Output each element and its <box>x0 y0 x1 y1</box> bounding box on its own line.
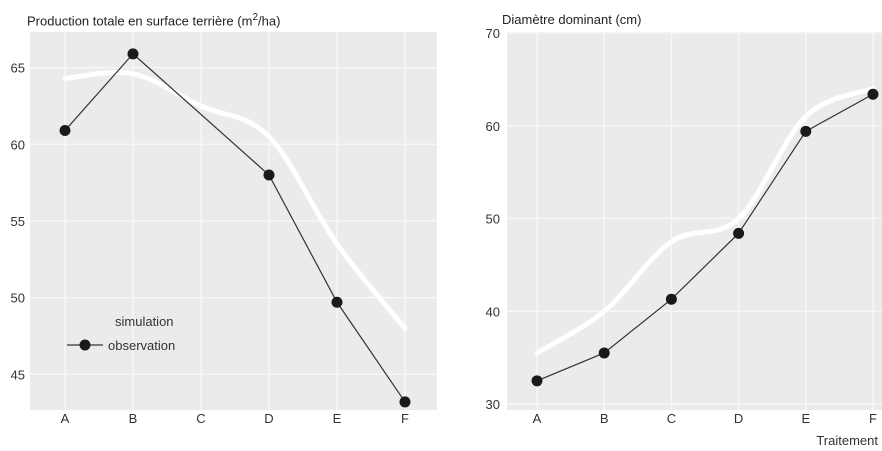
chart-title-basal-area: Production totale en surface terrière (m… <box>27 12 280 28</box>
x-tick-label: A <box>533 411 542 426</box>
observation-point <box>665 293 677 305</box>
observation-point <box>867 88 879 100</box>
x-tick-label: B <box>600 411 609 426</box>
simulation-line <box>534 86 876 356</box>
observation-point <box>531 375 543 387</box>
y-tick-label: 30 <box>486 397 500 412</box>
title-text-suffix: /ha) <box>258 13 281 29</box>
simulation-line <box>62 69 408 331</box>
chart-title-dominant-diameter: Diamètre dominant (cm) <box>502 12 642 27</box>
legend-key-marker <box>79 339 91 351</box>
plot-background <box>507 32 882 410</box>
y-tick-label: 55 <box>11 214 25 229</box>
y-tick-label: 65 <box>11 61 25 76</box>
x-axis-label: Traitement <box>816 433 878 448</box>
x-tick-label: B <box>129 411 138 426</box>
y-tick-label: 70 <box>486 26 500 41</box>
x-tick-label: D <box>264 411 273 426</box>
y-tick-label: 60 <box>486 119 500 134</box>
observation-point <box>800 125 812 137</box>
observation-point <box>263 169 275 181</box>
observation-point <box>733 227 745 239</box>
x-tick-label: F <box>869 411 877 426</box>
observation-point <box>59 125 71 137</box>
title-superscript: 2 <box>252 12 258 23</box>
y-tick-label: 50 <box>11 291 25 306</box>
x-tick-label: E <box>333 411 342 426</box>
observation-line <box>536 93 874 382</box>
y-tick-label: 45 <box>11 367 25 382</box>
y-tick-label: 50 <box>486 212 500 227</box>
x-tick-label: C <box>196 411 205 426</box>
x-tick-label: A <box>61 411 70 426</box>
observation-point <box>331 296 343 308</box>
y-tick-label: 60 <box>11 137 25 152</box>
x-tick-label: C <box>667 411 676 426</box>
observation-point <box>399 396 411 408</box>
legend-label-simulation: simulation <box>115 314 174 329</box>
y-tick-label: 40 <box>486 304 500 319</box>
observation-point <box>127 48 139 60</box>
observation-point <box>598 347 610 359</box>
x-tick-label: D <box>734 411 743 426</box>
title-text: Production totale en surface terrière (m <box>27 13 253 29</box>
panel-2: 30 40 50 60 70 A B C D E F <box>486 26 882 426</box>
x-tick-label: E <box>801 411 810 426</box>
legend-label-observation: observation <box>108 338 175 353</box>
x-tick-label: F <box>401 411 409 426</box>
